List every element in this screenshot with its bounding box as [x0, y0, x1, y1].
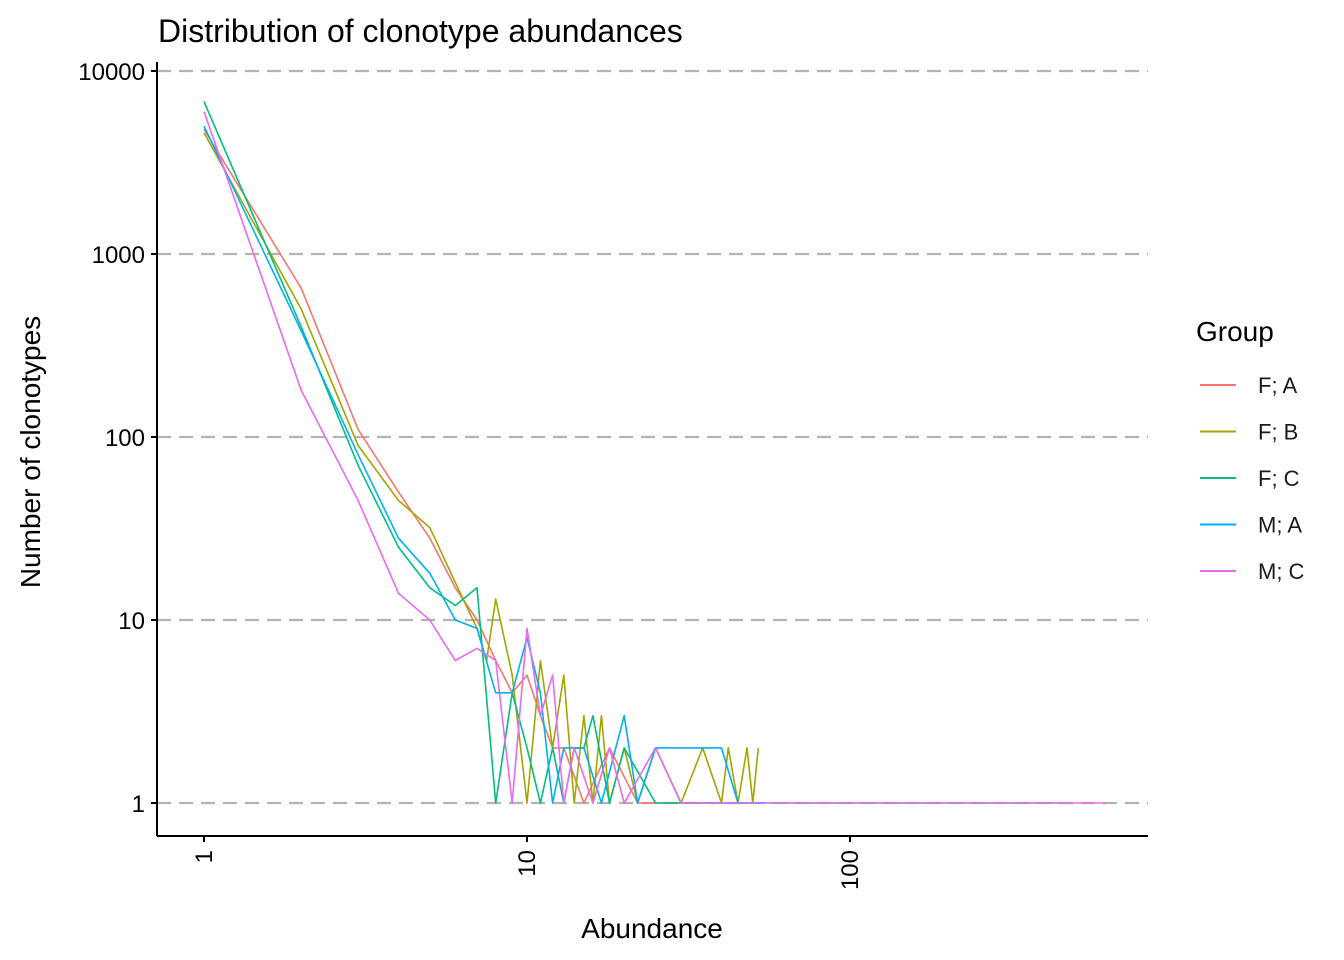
- x-axis-label: Abundance: [581, 913, 723, 944]
- series-line: [203, 111, 1106, 804]
- y-tick-label: 10: [118, 608, 145, 635]
- y-axis-label: Number of clonotypes: [15, 316, 46, 588]
- legend-label: M; C: [1258, 559, 1305, 584]
- legend: Group F; A F; B F; C M; A M; C: [1196, 316, 1305, 584]
- chart-title: Distribution of clonotype abundances: [158, 13, 683, 49]
- series-group: [203, 101, 1106, 804]
- y-tick-label: 10000: [78, 59, 145, 86]
- legend-label: F; A: [1258, 373, 1297, 398]
- x-tick-label: 1: [191, 850, 218, 863]
- series-line: [203, 128, 753, 804]
- x-tick-label: 10: [514, 850, 541, 877]
- y-tick-label: 1000: [92, 242, 145, 269]
- legend-title: Group: [1196, 316, 1274, 347]
- y-tick-label: 100: [105, 425, 145, 452]
- legend-label: M; A: [1258, 513, 1302, 538]
- legend-items: F; A F; B F; C M; A M; C: [1200, 373, 1305, 584]
- series-line: [203, 132, 760, 804]
- y-tick-label: 1: [132, 791, 145, 818]
- series-line: [203, 125, 767, 804]
- legend-label: F; C: [1258, 466, 1300, 491]
- y-ticks: 1 10 100 1000 10000: [78, 59, 157, 818]
- x-ticks: 1 10 100: [191, 836, 864, 890]
- grid: [157, 69, 1148, 805]
- legend-label: F; B: [1258, 420, 1298, 445]
- x-tick-label: 100: [837, 850, 864, 890]
